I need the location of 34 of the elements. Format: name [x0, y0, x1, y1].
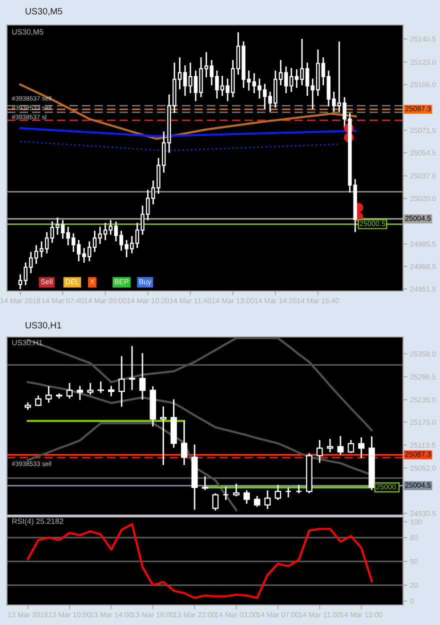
chart-title: US30,H1: [26, 322, 62, 330]
candlestick: [296, 484, 302, 492]
candlestick: [108, 386, 114, 396]
line-series: [19, 127, 357, 138]
candlestick: [264, 490, 271, 509]
candlestick: [326, 438, 334, 452]
candlestick: [316, 440, 323, 463]
candlestick: [222, 486, 229, 500]
candlestick: [348, 440, 354, 452]
candlestick: [285, 487, 292, 498]
candlestick: [212, 494, 219, 510]
candlestick: [358, 437, 364, 458]
candlestick: [139, 353, 146, 400]
candlestick: [233, 484, 240, 496]
candlestick: [244, 490, 250, 504]
candlestick: [56, 393, 62, 399]
candlestick: [170, 399, 177, 448]
candlestick: [98, 381, 104, 393]
candlestick: [118, 356, 125, 407]
candlestick: [160, 406, 166, 465]
candlestick: [35, 396, 42, 406]
candlestick: [353, 179, 358, 232]
candlestick: [76, 386, 84, 400]
candlestick: [150, 386, 156, 427]
candlestick: [337, 436, 344, 454]
candlestick: [87, 382, 94, 395]
candlestick: [46, 386, 52, 403]
candlestick: [254, 496, 260, 507]
candlestick: [24, 402, 31, 410]
candlestick: [306, 453, 312, 494]
candlestick: [368, 436, 375, 490]
chart-title: US30,M5: [26, 8, 62, 16]
candlestick: [191, 444, 198, 510]
candlestick: [181, 421, 188, 465]
